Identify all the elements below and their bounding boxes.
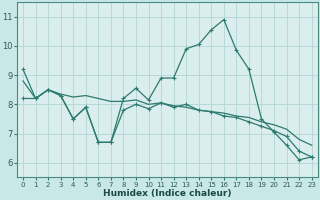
X-axis label: Humidex (Indice chaleur): Humidex (Indice chaleur): [103, 189, 232, 198]
